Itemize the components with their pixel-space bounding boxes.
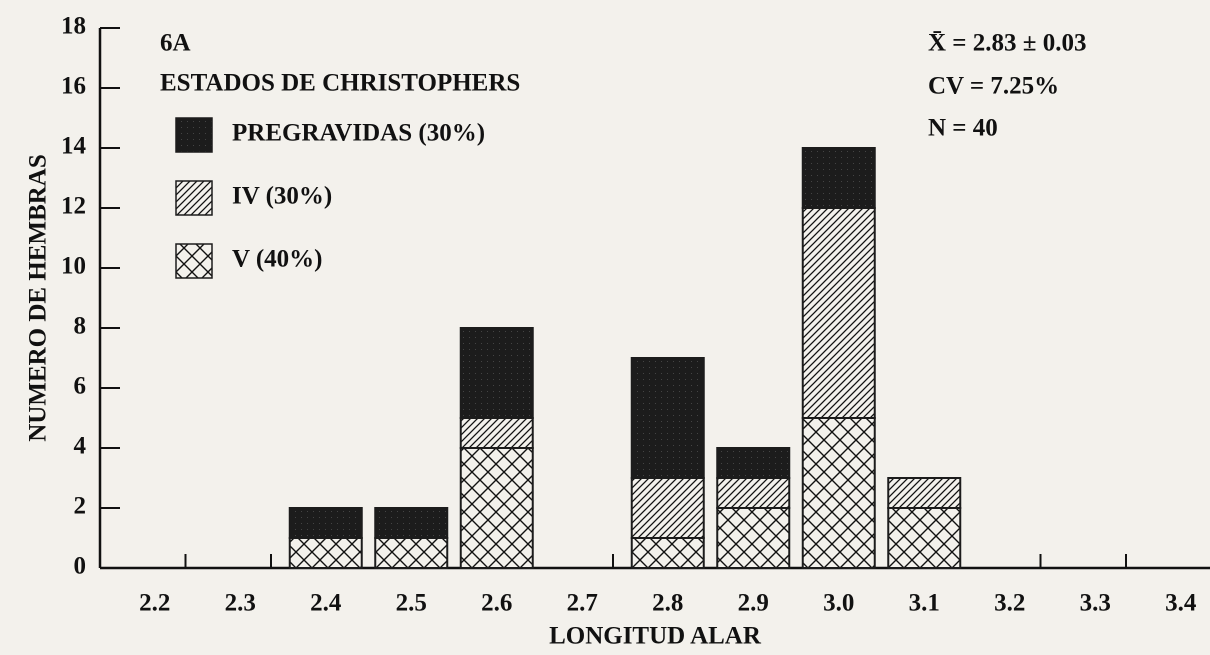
y-tick-label: 0 (74, 553, 87, 580)
x-tick-label: 3.3 (1080, 590, 1111, 617)
bar-segment (459, 327, 534, 419)
y-tick-label: 14 (61, 133, 87, 160)
y-tick-label: 2 (74, 493, 87, 520)
legend-swatch (175, 180, 213, 216)
bar-segment (801, 417, 876, 569)
bar-segment (716, 477, 791, 509)
y-tick-label: 12 (61, 193, 86, 220)
x-tick-label: 2.2 (139, 590, 170, 617)
bar-segment (459, 447, 534, 569)
bar-segment (887, 477, 962, 509)
legend-label: V (40%) (232, 246, 323, 273)
bar-segment (374, 507, 449, 539)
x-tick-label: 2.9 (738, 590, 769, 617)
bar-segment (716, 447, 791, 479)
x-tick-label: 3.4 (1165, 590, 1197, 617)
bar-segment (887, 507, 962, 569)
bar-segment (459, 417, 534, 449)
y-tick-label: 18 (61, 13, 86, 40)
x-axis-label: LONGITUD ALAR (549, 623, 762, 650)
y-tick-label: 8 (74, 313, 87, 340)
x-tick-label: 2.7 (567, 590, 598, 617)
y-tick-label: 10 (61, 253, 86, 280)
bar-segment (288, 507, 363, 539)
legend-swatch (175, 243, 213, 279)
x-tick-label: 3.2 (994, 590, 1025, 617)
annotation: ESTADOS DE CHRISTOPHERS (160, 70, 520, 97)
x-tick-label: 2.5 (396, 590, 427, 617)
legend-label: PREGRAVIDAS (30%) (232, 120, 485, 147)
bar-segment (801, 147, 876, 209)
x-tick-label: 3.0 (823, 590, 854, 617)
bar-segment (630, 357, 705, 479)
bar-segment (630, 537, 705, 569)
legend-label: IV (30%) (232, 183, 332, 210)
bar-segment (374, 537, 449, 569)
annotation: X̄ = 2.83 ± 0.03 (928, 30, 1087, 57)
bar-segment (716, 507, 791, 569)
x-tick-label: 2.6 (481, 590, 512, 617)
bar-segment (801, 207, 876, 419)
bar-segment (630, 477, 705, 539)
y-tick-label: 16 (61, 73, 86, 100)
annotation: CV = 7.25% (928, 73, 1059, 100)
annotation: N = 40 (928, 115, 998, 142)
x-tick-label: 3.1 (909, 590, 940, 617)
bar-segment (288, 537, 363, 569)
x-tick-label: 2.4 (310, 590, 342, 617)
y-tick-label: 4 (74, 433, 87, 460)
legend-swatch (175, 117, 213, 153)
x-tick-label: 2.8 (652, 590, 683, 617)
annotation: 6A (160, 30, 191, 57)
y-tick-label: 6 (74, 373, 87, 400)
x-tick-label: 2.3 (225, 590, 256, 617)
y-axis-label: NUMERO DE HEMBRAS (25, 154, 52, 442)
